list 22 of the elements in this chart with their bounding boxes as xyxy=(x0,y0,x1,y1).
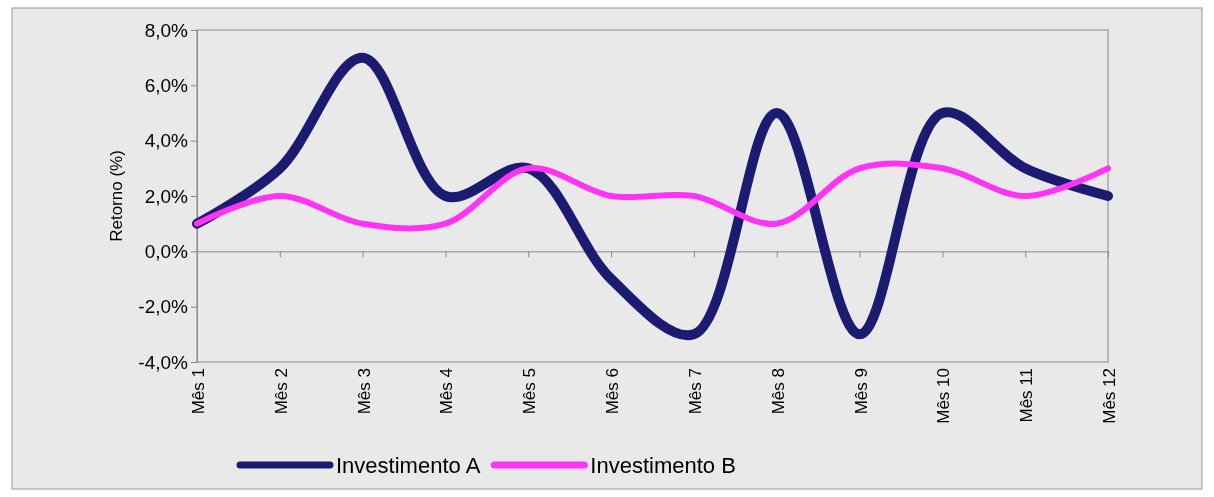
y-tick-label: 4,0% xyxy=(144,130,189,152)
x-tick-label: Mês 12 xyxy=(1100,368,1119,424)
y-tick-label: -2,0% xyxy=(138,296,189,318)
x-tick-label: Mês 9 xyxy=(851,368,871,415)
x-tick-label: Mês 4 xyxy=(437,368,457,415)
x-tick-label: Mês 8 xyxy=(768,368,788,415)
x-tick-label: Mês 11 xyxy=(1017,368,1037,423)
y-tick-label: -4,0% xyxy=(138,351,189,373)
y-tick-label: 6,0% xyxy=(144,74,189,96)
legend-label: Investimento B xyxy=(590,453,736,478)
x-tick-label: Mês 10 xyxy=(934,368,954,424)
x-tick-label: Mês 1 xyxy=(189,368,208,415)
x-tick-label: Mês 7 xyxy=(685,368,705,415)
y-axis-title: Retorno (%) xyxy=(107,150,126,242)
x-tick-label: Mês 2 xyxy=(271,368,291,415)
x-tick-label: Mês 6 xyxy=(603,368,623,415)
x-tick-label: Mês 3 xyxy=(354,368,374,415)
y-tick-label: 8,0% xyxy=(144,19,189,41)
y-tick-label: 2,0% xyxy=(144,185,189,207)
y-tick-label: 0,0% xyxy=(144,240,189,262)
x-tick-label: Mês 5 xyxy=(520,368,540,415)
legend-label: Investimento A xyxy=(336,453,481,478)
